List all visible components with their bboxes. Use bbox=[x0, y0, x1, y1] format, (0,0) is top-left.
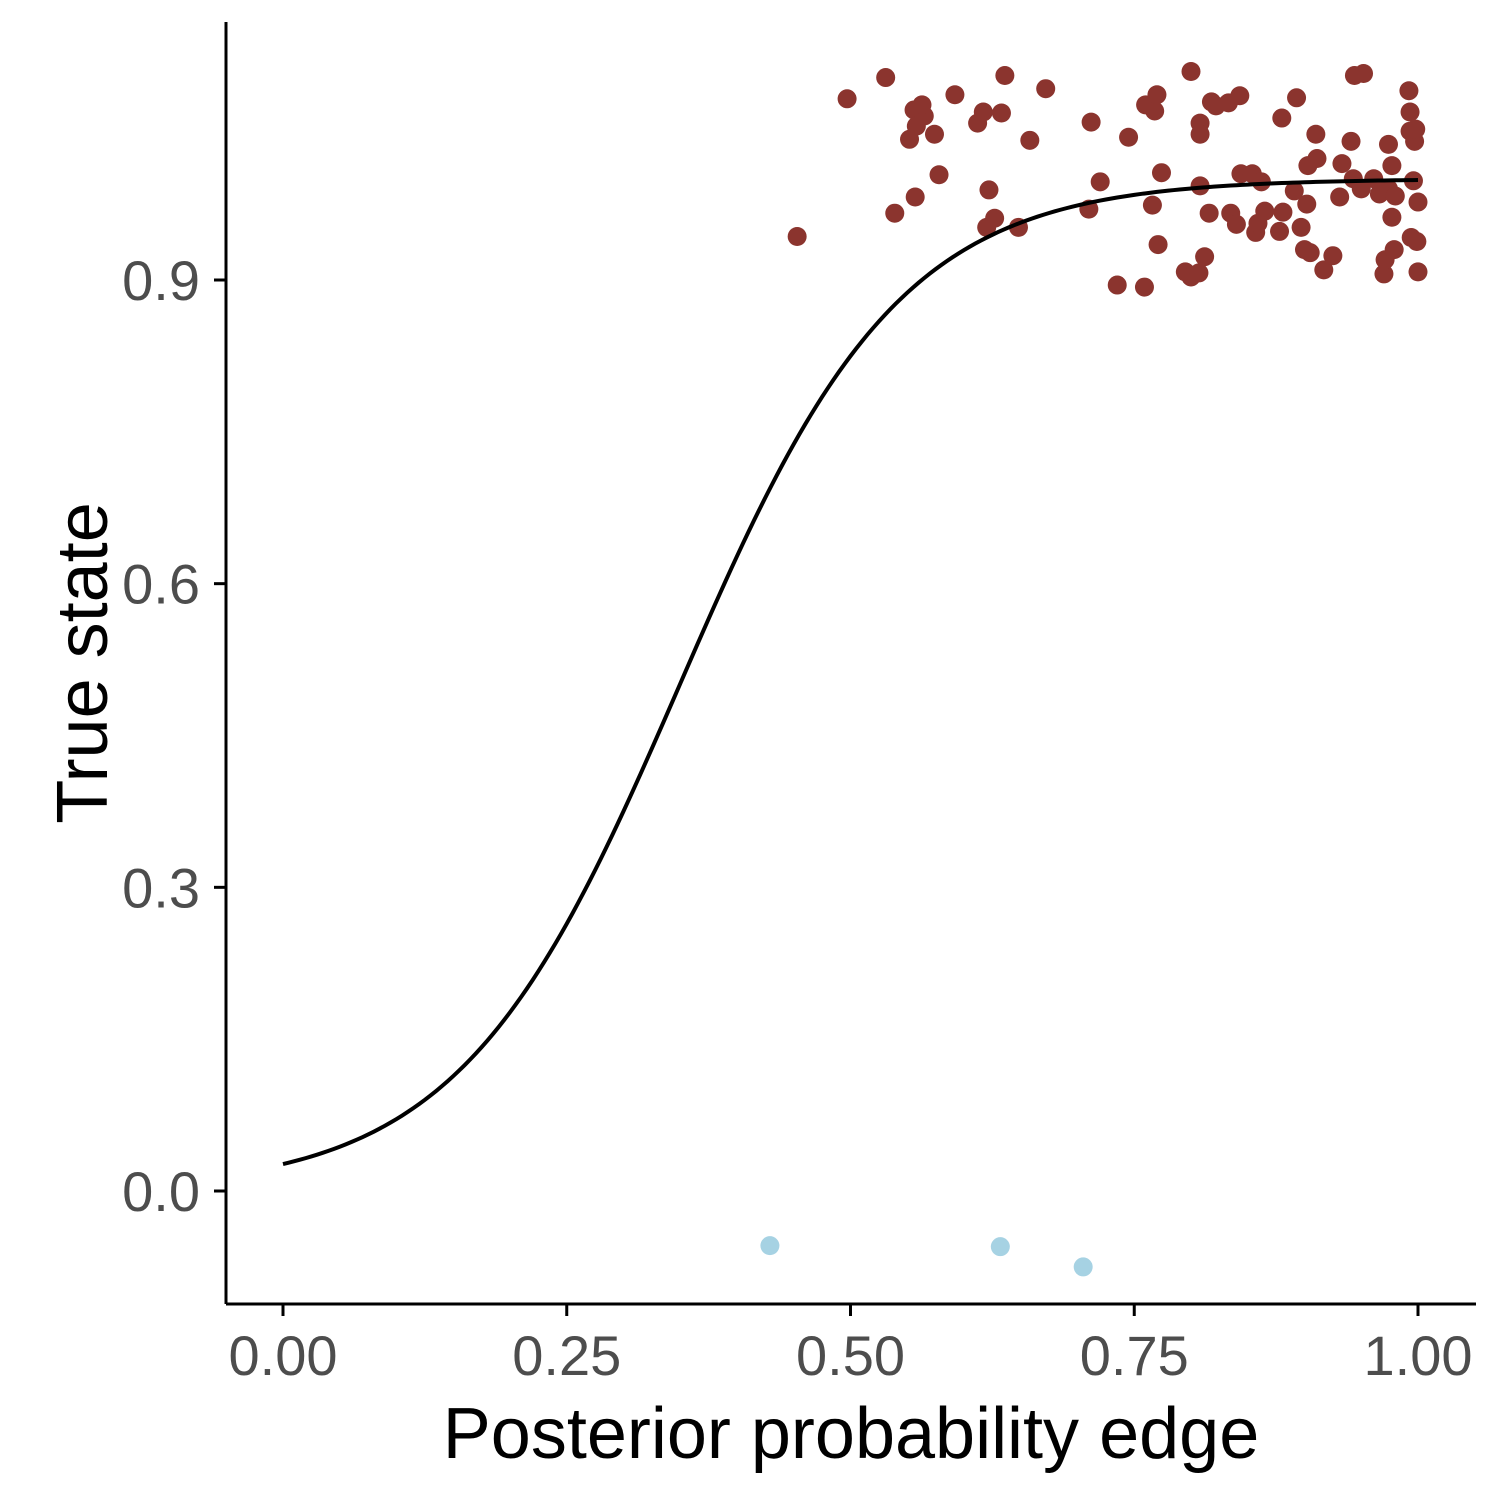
data-point-positive bbox=[1297, 194, 1317, 214]
data-point-positive bbox=[1142, 195, 1162, 215]
data-point-positive bbox=[991, 103, 1011, 123]
data-point-positive bbox=[1399, 81, 1419, 101]
data-point-negative bbox=[990, 1237, 1010, 1257]
data-point-positive bbox=[1147, 85, 1167, 105]
y-axis-title: True state bbox=[43, 502, 123, 823]
y-tick-label: 0.6 bbox=[122, 553, 200, 616]
x-tick-label: 0.75 bbox=[1080, 1324, 1189, 1387]
data-point-positive bbox=[1330, 187, 1350, 207]
data-point-positive bbox=[1134, 277, 1154, 297]
data-point-positive bbox=[1307, 149, 1327, 169]
data-point-positive bbox=[1181, 61, 1201, 81]
data-point-positive bbox=[1382, 156, 1402, 176]
fit-curve bbox=[282, 178, 1419, 1167]
y-axis-ticks: 0.0 0.3 0.6 0.9 bbox=[122, 249, 226, 1223]
data-point-positive bbox=[1189, 263, 1209, 283]
data-point-positive bbox=[1119, 127, 1139, 147]
data-point-positive bbox=[837, 89, 857, 109]
x-tick-label: 0.50 bbox=[796, 1324, 905, 1387]
data-point-positive bbox=[1107, 275, 1127, 295]
data-point-positive bbox=[1341, 131, 1361, 151]
data-point-negative bbox=[760, 1236, 780, 1256]
data-point-positive bbox=[1287, 88, 1307, 108]
data-point-positive bbox=[1291, 217, 1311, 237]
data-point-positive bbox=[905, 187, 925, 207]
x-tick-label: 0.00 bbox=[229, 1324, 338, 1387]
data-point-positive bbox=[1374, 264, 1394, 284]
data-point-positive bbox=[945, 85, 965, 105]
data-point-positive bbox=[1090, 172, 1110, 192]
data-point-positive bbox=[985, 208, 1005, 228]
data-point-positive bbox=[1384, 240, 1404, 260]
data-point-positive bbox=[1406, 119, 1426, 139]
data-point-positive bbox=[885, 203, 905, 223]
data-point-positive bbox=[900, 129, 920, 149]
y-tick-label: 0.9 bbox=[122, 249, 200, 312]
data-point-positive bbox=[1385, 186, 1405, 206]
data-point-positive bbox=[1020, 130, 1040, 150]
data-point-positive bbox=[1081, 112, 1101, 132]
data-point-positive bbox=[1199, 203, 1219, 223]
x-axis-ticks: 0.00 0.25 0.50 0.75 1.00 bbox=[229, 1304, 1473, 1387]
data-point-positive bbox=[876, 68, 896, 88]
data-point-positive bbox=[1272, 108, 1292, 128]
y-tick-label: 0.0 bbox=[122, 1160, 200, 1223]
data-point-positive bbox=[1251, 172, 1271, 192]
data-point-positive bbox=[1408, 192, 1428, 212]
data-point-positive bbox=[1300, 243, 1320, 263]
x-axis-title: Posterior probability edge bbox=[443, 1394, 1259, 1474]
x-tick-label: 0.25 bbox=[512, 1324, 621, 1387]
data-point-positive bbox=[1306, 124, 1326, 144]
data-point-positive bbox=[1314, 260, 1334, 280]
x-tick-label: 1.00 bbox=[1364, 1324, 1473, 1387]
data-point-positive bbox=[1270, 221, 1290, 241]
data-point-positive bbox=[1273, 202, 1293, 222]
data-point-positive bbox=[979, 180, 999, 200]
data-point-positive bbox=[1400, 102, 1420, 122]
data-point-positive bbox=[1332, 154, 1352, 174]
data-point-positive bbox=[1230, 86, 1250, 106]
data-point-positive bbox=[929, 165, 949, 185]
data-point-positive bbox=[973, 102, 993, 122]
y-tick-label: 0.3 bbox=[122, 856, 200, 919]
data-point-positive bbox=[1323, 246, 1343, 266]
points-layer bbox=[760, 61, 1428, 1277]
data-point-positive bbox=[912, 95, 932, 115]
data-point-positive bbox=[1284, 181, 1304, 201]
data-point-positive bbox=[995, 66, 1015, 86]
data-point-positive bbox=[1151, 163, 1171, 183]
data-point-positive bbox=[1195, 247, 1215, 267]
data-point-positive bbox=[1382, 207, 1402, 227]
data-point-positive bbox=[1378, 134, 1398, 154]
data-point-positive bbox=[787, 226, 807, 246]
data-point-positive bbox=[1408, 262, 1428, 282]
data-point-positive bbox=[1255, 201, 1275, 221]
data-point-positive bbox=[1354, 64, 1374, 84]
data-point-positive bbox=[1145, 101, 1165, 121]
data-point-positive bbox=[1190, 124, 1210, 144]
data-point-positive bbox=[1226, 214, 1246, 234]
data-point-positive bbox=[1036, 79, 1056, 99]
data-point-positive bbox=[924, 124, 944, 144]
data-point-negative bbox=[1073, 1257, 1093, 1277]
data-point-positive bbox=[1148, 235, 1168, 255]
data-point-positive bbox=[1407, 232, 1427, 252]
